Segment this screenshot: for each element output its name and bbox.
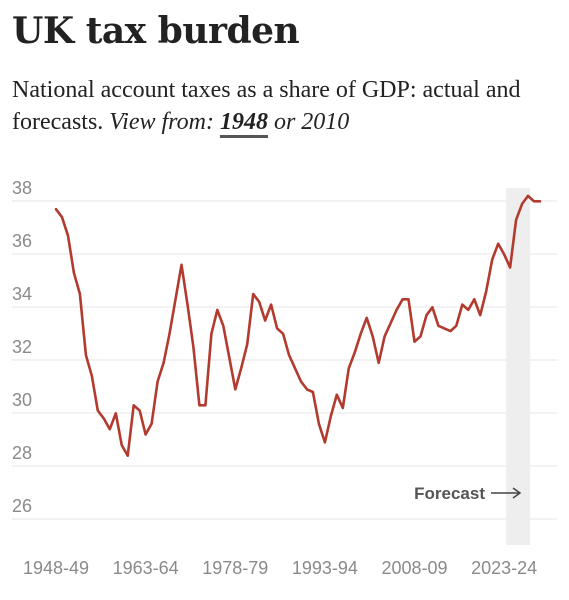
forecast-band-group	[506, 188, 531, 545]
series-line-group	[54, 194, 542, 458]
y-tick-label-30: 30	[12, 390, 32, 410]
forecast-band	[506, 188, 531, 545]
forecast-arrow-head	[512, 487, 522, 499]
x-tick-label-2008: 2008-09	[381, 558, 447, 578]
y-axis-ticks: 26 28 30 32 34 36 38	[12, 178, 32, 516]
chart-subtitle: National account taxes as a share of GDP…	[12, 74, 557, 138]
series-line	[54, 194, 542, 458]
view-from-2010-toggle[interactable]: 2010	[301, 109, 350, 135]
y-tick-label-32: 32	[12, 337, 32, 357]
subtitle-description: National account taxes as a share of GDP…	[12, 77, 521, 135]
y-tick-label-36: 36	[12, 231, 32, 251]
x-tick-label-1948: 1948-49	[23, 558, 89, 578]
x-axis-ticks: 1948-49 1963-64 1978-79 1993-94 2008-09 2023-…	[23, 558, 537, 578]
view-from-label: View from:	[109, 109, 214, 135]
y-tick-label-28: 28	[12, 443, 32, 463]
y-tick-label-38: 38	[12, 178, 32, 198]
y-tick-label-26: 26	[12, 496, 32, 516]
view-from-1948-toggle[interactable]: 1948	[219, 109, 268, 135]
forecast-label: Forecast	[414, 484, 485, 503]
or-word: or	[273, 109, 296, 135]
y-tick-label-34: 34	[12, 284, 32, 304]
x-tick-label-1963: 1963-64	[113, 558, 179, 578]
x-tick-label-1993: 1993-94	[292, 558, 358, 578]
x-tick-label-2023: 2023-24	[471, 558, 537, 578]
forecast-annotation: Forecast	[414, 484, 522, 503]
x-tick-label-1978: 1978-79	[202, 558, 268, 578]
page-title: UK tax burden	[12, 10, 300, 52]
grid-lines	[12, 200, 557, 520]
